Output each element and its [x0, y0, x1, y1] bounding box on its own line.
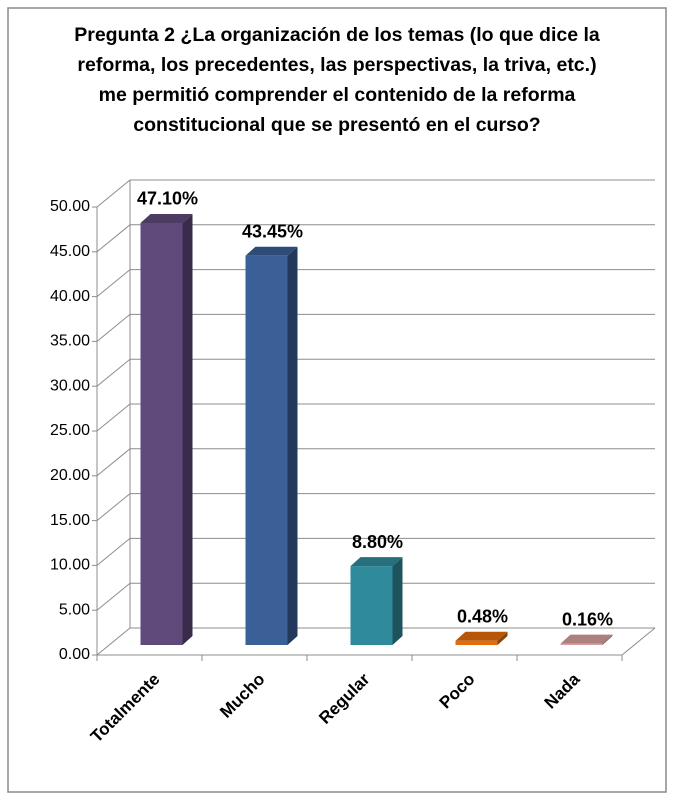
y-tick-label: 10.00 [50, 557, 90, 574]
bar-front [245, 255, 288, 646]
y-tick-label: 25.00 [50, 422, 90, 439]
bar-side [392, 557, 403, 645]
bar-front [560, 643, 603, 645]
grid-line [96, 269, 131, 297]
x-tick-label: Mucho [216, 670, 268, 722]
x-tick-label: Regular [315, 669, 373, 727]
y-tick-label: 50.00 [50, 198, 90, 215]
bar-top [350, 557, 403, 567]
value-label: 8.80% [352, 532, 403, 552]
bar-top [140, 213, 193, 223]
grid-line [96, 403, 131, 432]
y-tick-label: 30.00 [50, 377, 90, 394]
x-tick-label: Totalmente [87, 670, 164, 747]
value-label: 43.45% [242, 221, 303, 241]
bar-front [140, 222, 183, 645]
chart-title: Pregunta 2 ¿La organización de los temas… [74, 24, 600, 136]
grid-line [96, 582, 131, 611]
value-label: 0.48% [457, 606, 508, 626]
grid-line [96, 224, 131, 253]
x-tick-label: Nada [541, 669, 584, 712]
y-tick-label: 0.00 [59, 646, 90, 663]
grid-line [96, 538, 131, 566]
y-tick-label: 20.00 [50, 467, 90, 484]
grid-line [96, 314, 131, 342]
y-tick-label: 45.00 [50, 243, 90, 260]
grid-line [96, 627, 131, 656]
value-label: 47.10% [137, 189, 198, 209]
bar [455, 631, 508, 645]
y-tick-label: 5.00 [59, 601, 90, 618]
bar [140, 213, 193, 645]
bar-side [497, 631, 508, 645]
y-tick-label: 15.00 [50, 512, 90, 529]
bar-side [287, 246, 298, 646]
bar-front [455, 640, 498, 645]
bar-top [455, 631, 508, 641]
grid-line [96, 493, 131, 521]
grid-line [96, 358, 131, 387]
bar-side [182, 213, 193, 645]
bar [245, 246, 298, 646]
bar-side [602, 634, 613, 645]
bar-top [245, 246, 298, 256]
grid-line [96, 179, 131, 208]
grid-line [96, 448, 131, 477]
bar [350, 557, 403, 645]
floor-right [621, 627, 656, 656]
bar-front [350, 566, 393, 645]
value-label: 0.16% [562, 609, 613, 629]
bar [560, 634, 613, 645]
bar-top [560, 634, 613, 644]
y-tick-label: 40.00 [50, 288, 90, 305]
y-tick-label: 35.00 [50, 333, 90, 350]
x-tick-label: Poco [436, 670, 479, 713]
chart-frame [7, 7, 667, 793]
